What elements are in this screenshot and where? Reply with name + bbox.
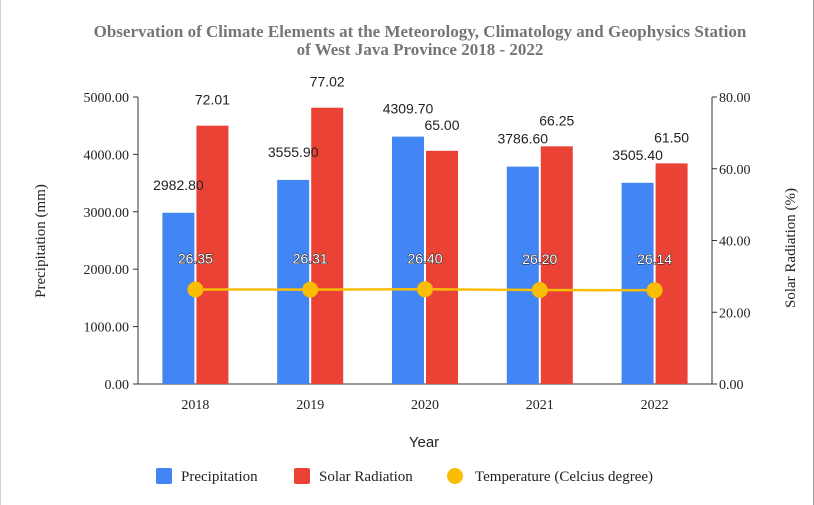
point-temperature [647, 282, 663, 298]
bar-precipitation [162, 213, 194, 384]
data-label-precipitation: 2982.80 [153, 177, 204, 193]
plot-area: 0.00 1000.00 2000.00 3000.00 4000.00 5000.00 0… [84, 74, 751, 413]
data-label-precipitation: 3555.90 [268, 144, 319, 160]
bar-precipitation [507, 167, 539, 384]
data-label-solar-radiation: 77.02 [310, 74, 345, 90]
data-label-temperature: 26.31 [293, 251, 328, 267]
data-label-solar-radiation: 72.01 [195, 92, 230, 108]
legend-label-temperature: Temperature (Celcius degree) [475, 469, 653, 485]
y-axis-left-label: Precipitation (mm) [33, 184, 49, 298]
bar-precipitation [277, 180, 309, 384]
bar-solar-radiation [656, 163, 688, 384]
legend-label-precipitation: Precipitation [181, 469, 258, 485]
data-label-solar-radiation: 65.00 [424, 117, 459, 133]
bar-precipitation [622, 183, 654, 384]
data-label-solar-radiation: 61.50 [654, 129, 689, 145]
y-right-tick-label: 60.00 [719, 163, 751, 178]
x-axis-label: Year [409, 434, 439, 451]
y-left-tick-label: 5000.00 [84, 91, 130, 106]
point-temperature [302, 282, 318, 298]
legend: Precipitation Solar Radiation Temperatur… [156, 468, 653, 485]
y-right-tick-label: 40.00 [719, 235, 751, 250]
y-left-tick-label: 4000.00 [84, 148, 130, 163]
y-right-tick-label: 20.00 [719, 306, 751, 321]
y-axis-right-label: Solar Radiation (%) [783, 188, 799, 308]
y-right-tick-label: 0.00 [719, 378, 744, 393]
x-tick-label: 2018 [181, 398, 209, 413]
point-temperature [187, 281, 203, 297]
bar-solar-radiation [426, 151, 458, 384]
data-label-solar-radiation: 66.25 [539, 112, 574, 128]
y-left-tick-label: 3000.00 [84, 206, 130, 221]
data-label-precipitation: 3505.40 [612, 147, 663, 163]
legend-swatch-precipitation [156, 468, 172, 484]
legend-swatch-solar-radiation [294, 468, 310, 484]
x-tick-label: 2019 [296, 398, 324, 413]
legend-swatch-temperature [447, 468, 463, 484]
y-left-tick-label: 2000.00 [84, 263, 130, 278]
y-left-tick-label: 1000.00 [84, 321, 130, 336]
data-label-precipitation: 3786.60 [497, 131, 548, 147]
data-label-temperature: 26.14 [637, 251, 672, 267]
x-tick-label: 2021 [526, 398, 554, 413]
data-label-precipitation: 4309.70 [383, 101, 434, 117]
point-temperature [532, 282, 548, 298]
data-label-temperature: 26.35 [178, 250, 213, 266]
chart-title-line-1: Observation of Climate Elements at the M… [94, 22, 747, 41]
data-label-temperature: 26.20 [522, 251, 557, 267]
data-label-temperature: 26.40 [407, 250, 442, 266]
x-tick-label: 2022 [641, 398, 669, 413]
y-left-tick-label: 0.00 [105, 378, 130, 393]
chart-title-line-2: of West Java Province 2018 - 2022 [297, 40, 544, 59]
x-tick-label: 2020 [411, 398, 439, 413]
point-temperature [417, 281, 433, 297]
legend-label-solar-radiation: Solar Radiation [319, 469, 413, 485]
y-right-tick-label: 80.00 [719, 91, 751, 106]
